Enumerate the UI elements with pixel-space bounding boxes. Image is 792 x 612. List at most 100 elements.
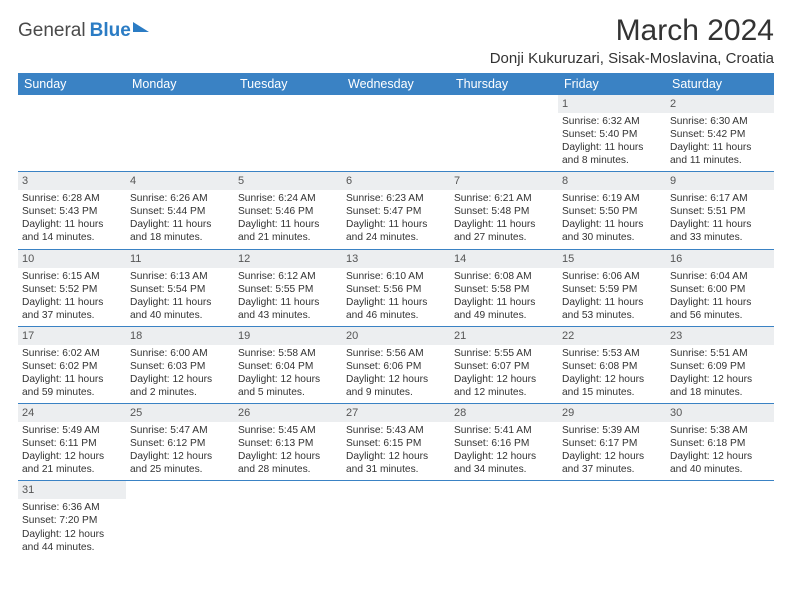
sunrise-line: Sunrise: 5:47 AM — [130, 425, 208, 436]
sunset-line: Sunset: 5:44 PM — [130, 206, 205, 217]
calendar-cell — [450, 481, 558, 558]
sunrise-line: Sunrise: 6:17 AM — [670, 193, 748, 204]
sunset-line: Sunset: 6:18 PM — [670, 438, 745, 449]
day-number: 26 — [234, 404, 342, 422]
day-number: 24 — [18, 404, 126, 422]
daylight-line: Daylight: 12 hours and 9 minutes. — [346, 374, 428, 398]
daylight-line: Daylight: 12 hours and 25 minutes. — [130, 451, 212, 475]
sunrise-line: Sunrise: 5:43 AM — [346, 425, 424, 436]
day-number: 23 — [666, 327, 774, 345]
day-number: 18 — [126, 327, 234, 345]
sunrise-line: Sunrise: 5:56 AM — [346, 348, 424, 359]
day-number: 8 — [558, 172, 666, 190]
calendar-cell: 29Sunrise: 5:39 AMSunset: 6:17 PMDayligh… — [558, 404, 666, 481]
day-number: 9 — [666, 172, 774, 190]
sunrise-line: Sunrise: 5:51 AM — [670, 348, 748, 359]
page-title: March 2024 — [490, 14, 774, 48]
daylight-line: Daylight: 11 hours and 21 minutes. — [238, 219, 319, 243]
sunrise-line: Sunrise: 6:06 AM — [562, 271, 640, 282]
calendar-cell — [126, 95, 234, 172]
sunrise-line: Sunrise: 6:00 AM — [130, 348, 208, 359]
sunset-line: Sunset: 6:12 PM — [130, 438, 205, 449]
day-number: 28 — [450, 404, 558, 422]
calendar-cell: 11Sunrise: 6:13 AMSunset: 5:54 PMDayligh… — [126, 249, 234, 326]
calendar-cell: 31Sunrise: 6:36 AMSunset: 7:20 PMDayligh… — [18, 481, 126, 558]
location-label: Donji Kukuruzari, Sisak-Moslavina, Croat… — [490, 50, 774, 67]
sunset-line: Sunset: 6:11 PM — [22, 438, 97, 449]
sunset-line: Sunset: 6:06 PM — [346, 361, 421, 372]
weekday-header: Tuesday — [234, 73, 342, 95]
calendar-cell — [450, 95, 558, 172]
header: GeneralBlue March 2024 Donji Kukuruzari,… — [18, 14, 774, 67]
daylight-line: Daylight: 11 hours and 37 minutes. — [22, 297, 103, 321]
sunset-line: Sunset: 5:55 PM — [238, 284, 313, 295]
calendar-cell — [126, 481, 234, 558]
sunset-line: Sunset: 6:15 PM — [346, 438, 421, 449]
sunrise-line: Sunrise: 5:55 AM — [454, 348, 532, 359]
sunrise-line: Sunrise: 5:58 AM — [238, 348, 316, 359]
calendar-cell: 14Sunrise: 6:08 AMSunset: 5:58 PMDayligh… — [450, 249, 558, 326]
sunset-line: Sunset: 6:13 PM — [238, 438, 313, 449]
title-block: March 2024 Donji Kukuruzari, Sisak-Mosla… — [490, 14, 774, 67]
daylight-line: Daylight: 11 hours and 53 minutes. — [562, 297, 643, 321]
daylight-line: Daylight: 11 hours and 8 minutes. — [562, 142, 643, 166]
daylight-line: Daylight: 12 hours and 15 minutes. — [562, 374, 644, 398]
daylight-line: Daylight: 12 hours and 12 minutes. — [454, 374, 536, 398]
day-number: 31 — [18, 481, 126, 499]
sunrise-line: Sunrise: 6:26 AM — [130, 193, 208, 204]
day-number: 22 — [558, 327, 666, 345]
sunset-line: Sunset: 5:40 PM — [562, 129, 637, 140]
sunrise-line: Sunrise: 6:04 AM — [670, 271, 748, 282]
day-number: 6 — [342, 172, 450, 190]
calendar-cell: 21Sunrise: 5:55 AMSunset: 6:07 PMDayligh… — [450, 326, 558, 403]
calendar-cell: 8Sunrise: 6:19 AMSunset: 5:50 PMDaylight… — [558, 172, 666, 249]
day-number: 3 — [18, 172, 126, 190]
logo-text-1: General — [18, 20, 86, 42]
day-number: 14 — [450, 250, 558, 268]
calendar-cell — [342, 95, 450, 172]
weekday-header: Wednesday — [342, 73, 450, 95]
sunrise-line: Sunrise: 6:36 AM — [22, 502, 100, 513]
calendar-cell — [234, 95, 342, 172]
day-number: 12 — [234, 250, 342, 268]
calendar-cell: 18Sunrise: 6:00 AMSunset: 6:03 PMDayligh… — [126, 326, 234, 403]
sunset-line: Sunset: 7:20 PM — [22, 515, 97, 526]
daylight-line: Daylight: 12 hours and 18 minutes. — [670, 374, 752, 398]
logo-text-2: Blue — [90, 20, 131, 42]
weekday-header: Sunday — [18, 73, 126, 95]
weekday-header: Monday — [126, 73, 234, 95]
sunrise-line: Sunrise: 6:15 AM — [22, 271, 100, 282]
sunrise-line: Sunrise: 6:12 AM — [238, 271, 316, 282]
sunset-line: Sunset: 5:54 PM — [130, 284, 205, 295]
weekday-header: Saturday — [666, 73, 774, 95]
daylight-line: Daylight: 11 hours and 18 minutes. — [130, 219, 211, 243]
calendar-cell: 17Sunrise: 6:02 AMSunset: 6:02 PMDayligh… — [18, 326, 126, 403]
daylight-line: Daylight: 11 hours and 56 minutes. — [670, 297, 751, 321]
sunrise-line: Sunrise: 5:39 AM — [562, 425, 640, 436]
daylight-line: Daylight: 11 hours and 43 minutes. — [238, 297, 319, 321]
calendar-cell: 10Sunrise: 6:15 AMSunset: 5:52 PMDayligh… — [18, 249, 126, 326]
day-number: 29 — [558, 404, 666, 422]
calendar-cell: 22Sunrise: 5:53 AMSunset: 6:08 PMDayligh… — [558, 326, 666, 403]
sunset-line: Sunset: 6:02 PM — [22, 361, 97, 372]
calendar-cell: 20Sunrise: 5:56 AMSunset: 6:06 PMDayligh… — [342, 326, 450, 403]
sunrise-line: Sunrise: 6:19 AM — [562, 193, 640, 204]
daylight-line: Daylight: 11 hours and 24 minutes. — [346, 219, 427, 243]
sunset-line: Sunset: 6:09 PM — [670, 361, 745, 372]
calendar-cell: 26Sunrise: 5:45 AMSunset: 6:13 PMDayligh… — [234, 404, 342, 481]
sunset-line: Sunset: 6:00 PM — [670, 284, 745, 295]
sunset-line: Sunset: 5:58 PM — [454, 284, 529, 295]
daylight-line: Daylight: 11 hours and 27 minutes. — [454, 219, 535, 243]
calendar-cell — [666, 481, 774, 558]
daylight-line: Daylight: 11 hours and 59 minutes. — [22, 374, 103, 398]
day-number: 2 — [666, 95, 774, 113]
day-number: 13 — [342, 250, 450, 268]
calendar-cell: 16Sunrise: 6:04 AMSunset: 6:00 PMDayligh… — [666, 249, 774, 326]
sunrise-line: Sunrise: 6:02 AM — [22, 348, 100, 359]
sunset-line: Sunset: 6:07 PM — [454, 361, 529, 372]
day-number: 25 — [126, 404, 234, 422]
sunrise-line: Sunrise: 5:45 AM — [238, 425, 316, 436]
sunset-line: Sunset: 5:59 PM — [562, 284, 637, 295]
calendar-cell: 3Sunrise: 6:28 AMSunset: 5:43 PMDaylight… — [18, 172, 126, 249]
calendar-cell — [234, 481, 342, 558]
